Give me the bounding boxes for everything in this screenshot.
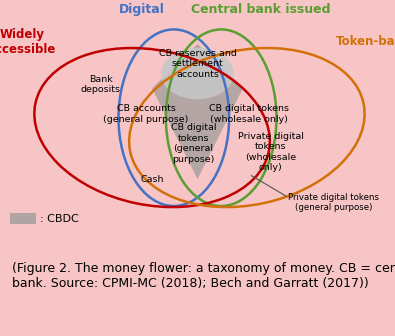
Text: Central bank issued: Central bank issued: [191, 3, 331, 16]
Text: Widely
accessible: Widely accessible: [0, 28, 56, 56]
Text: CB reserves and
settlement
accounts: CB reserves and settlement accounts: [158, 49, 237, 79]
Ellipse shape: [161, 48, 234, 99]
Text: Cash: Cash: [140, 175, 164, 183]
Text: Digital: Digital: [119, 3, 165, 16]
Text: Private digital
tokens
(wholesale
only): Private digital tokens (wholesale only): [238, 132, 303, 172]
Bar: [10, 213, 36, 224]
Text: Token-based: Token-based: [336, 35, 395, 48]
Text: CB digital
tokens
(general
purpose): CB digital tokens (general purpose): [171, 123, 216, 164]
Polygon shape: [152, 44, 243, 179]
Text: Bank
deposits: Bank deposits: [81, 75, 121, 94]
Text: CB accounts
(general purpose): CB accounts (general purpose): [103, 104, 189, 124]
Text: Private digital tokens
(general purpose): Private digital tokens (general purpose): [288, 193, 379, 212]
Ellipse shape: [163, 51, 232, 96]
Text: : CBDC: : CBDC: [40, 214, 78, 224]
Text: CB digital tokens
(wholesale only): CB digital tokens (wholesale only): [209, 104, 289, 124]
Text: (Figure 2. The money flower: a taxonomy of money. CB = central
bank. Source: CPM: (Figure 2. The money flower: a taxonomy …: [12, 262, 395, 290]
